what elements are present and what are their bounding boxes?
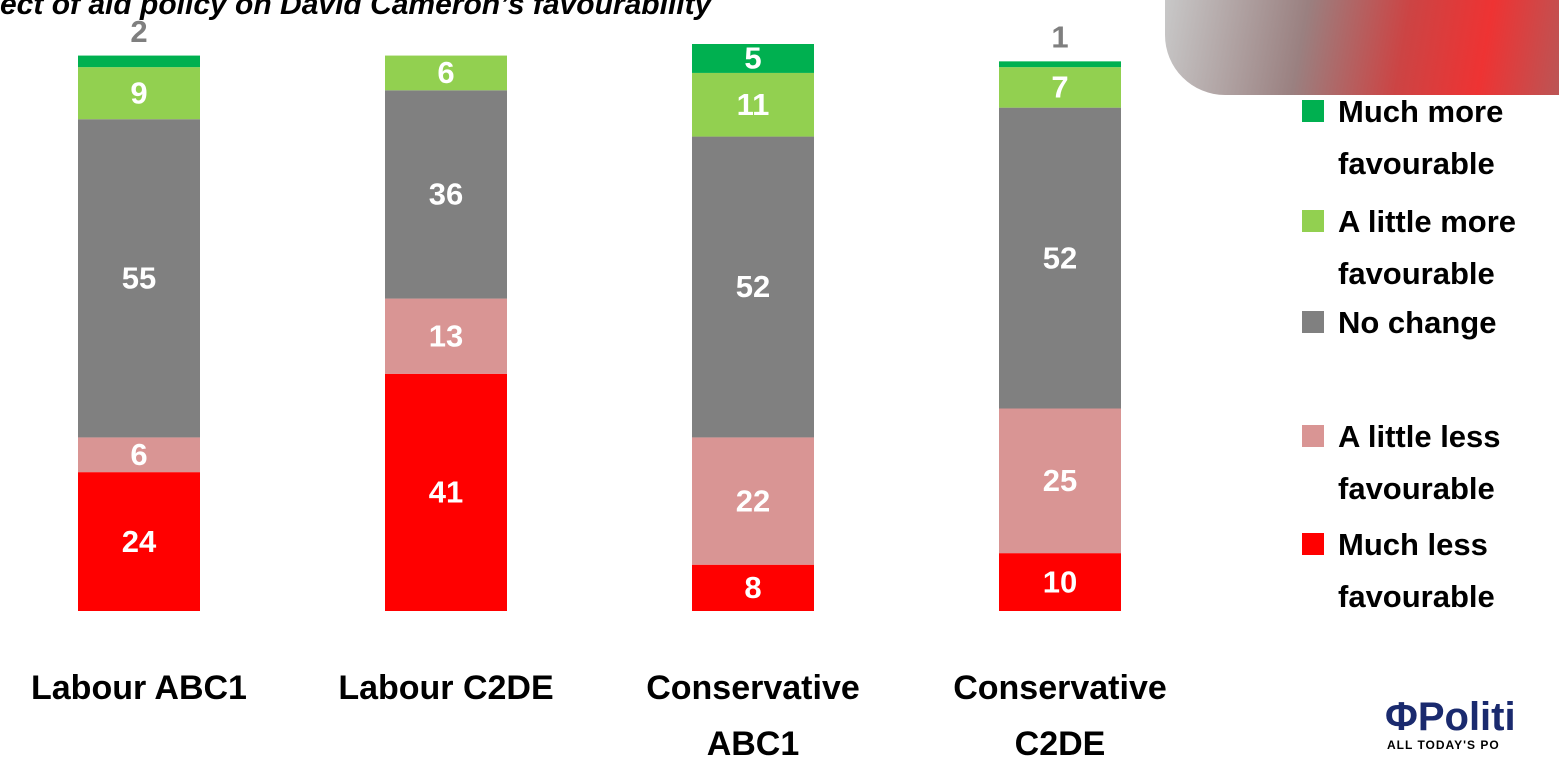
legend-label: Much less favourable [1338, 527, 1495, 614]
bar-segment [78, 437, 200, 473]
value-label: 10 [1043, 564, 1077, 599]
value-label: 22 [736, 483, 770, 518]
legend-swatch [1302, 210, 1324, 232]
bar-segment [999, 61, 1121, 68]
legend-item: Much more favourable [1302, 86, 1552, 190]
value-label: 13 [429, 318, 463, 353]
bar-segment [692, 437, 814, 565]
legend-swatch [1302, 533, 1324, 555]
bar-segment [999, 408, 1121, 554]
bar-segment [999, 553, 1121, 611]
bar-segment [78, 119, 200, 438]
legend-item: A little less favourable [1302, 411, 1552, 515]
value-label: 24 [122, 524, 157, 559]
value-label: 9 [130, 75, 147, 110]
logo: ΦPoliti [1385, 695, 1516, 739]
value-label: 6 [130, 437, 147, 472]
x-tick-label: Conservative C2DE [953, 669, 1167, 763]
value-label: 1 [1051, 20, 1068, 55]
value-label: 2 [130, 14, 147, 49]
legend-label: Much more favourable [1338, 94, 1504, 181]
x-tick-label: Conservative ABC1 [646, 669, 860, 763]
bar-segment [692, 136, 814, 438]
legend-label: A little more favourable [1338, 204, 1516, 291]
value-label: 52 [1043, 240, 1077, 275]
bar-segment [385, 55, 507, 91]
value-label: 55 [122, 261, 156, 296]
value-label: 36 [429, 177, 463, 212]
bar-segment [78, 67, 200, 120]
bar-segment [692, 72, 814, 137]
bar-segment [692, 564, 814, 611]
legend-label: No change [1338, 305, 1497, 340]
legend-swatch [1302, 425, 1324, 447]
legend-swatch [1302, 100, 1324, 122]
x-tick-label: Labour C2DE [338, 669, 554, 707]
bar-segment [385, 373, 507, 611]
bar-segment [692, 44, 814, 73]
x-tick-label: Labour ABC1 [31, 669, 247, 707]
value-label: 52 [736, 269, 770, 304]
bar-segment [78, 472, 200, 611]
value-label: 11 [737, 87, 770, 122]
legend-label: A little less favourable [1338, 419, 1501, 506]
bar-segment [385, 90, 507, 299]
bar-segment [385, 298, 507, 374]
bar-segment [78, 55, 200, 68]
value-label: 25 [1043, 463, 1077, 498]
value-label: 8 [744, 570, 761, 605]
legend-item: A little more favourable [1302, 196, 1552, 300]
legend-swatch [1302, 311, 1324, 333]
header-photo [1165, 0, 1559, 95]
value-label: 7 [1051, 70, 1068, 105]
bar-segment [999, 67, 1121, 108]
legend-item: Much less favourable [1302, 519, 1552, 623]
bar-segment [999, 107, 1121, 409]
logo-tagline: ALL TODAY'S PO [1387, 738, 1500, 752]
value-label: 6 [437, 55, 454, 90]
value-label: 5 [744, 41, 761, 76]
legend-item: No change [1302, 297, 1552, 349]
chart-title: ect of aid policy on David Cameron’s fav… [0, 0, 712, 21]
value-label: 41 [429, 475, 463, 510]
